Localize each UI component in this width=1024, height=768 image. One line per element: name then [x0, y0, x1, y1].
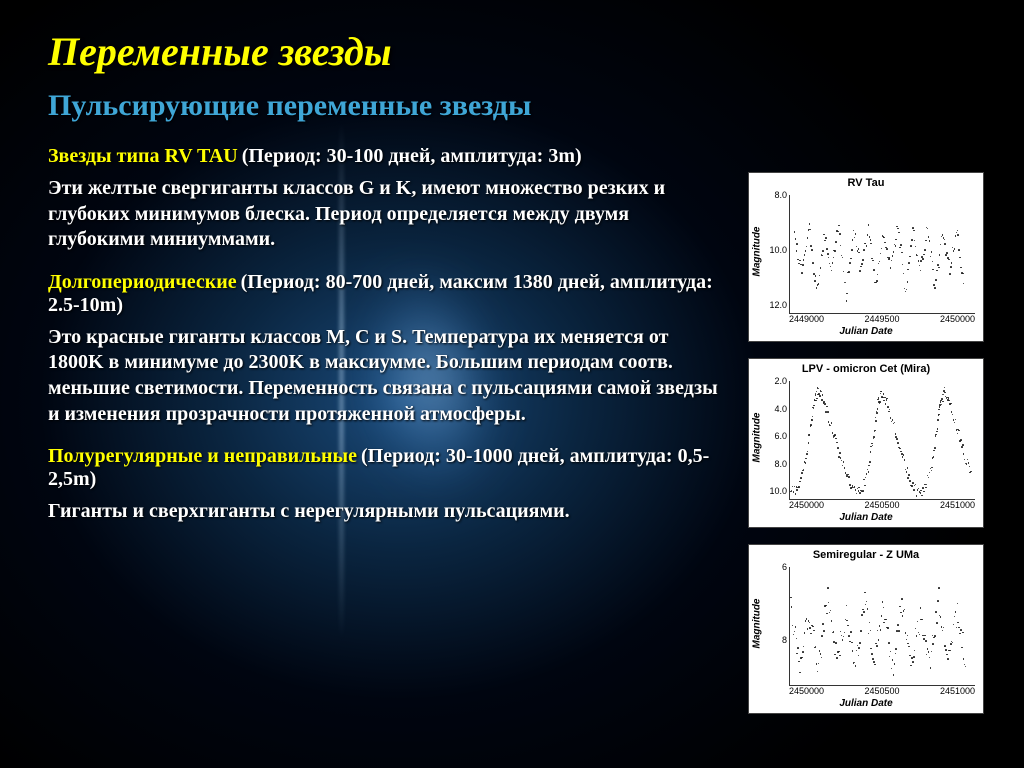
section-rv-tau: Звезды типа RV TAU (Период: 30-100 дней,… — [48, 145, 726, 253]
section-params: (Период: 30-100 дней, амплитуда: 3m) — [242, 145, 582, 167]
chart-ytick: 4.0 — [774, 404, 787, 414]
section-body: Эти желтые свергиганты классов G и K, им… — [48, 176, 726, 253]
chart-ylabel: Magnitude — [752, 599, 763, 649]
chart-ylabel: Magnitude — [752, 413, 763, 463]
chart-xlabel: Julian Date — [749, 512, 983, 527]
slide: Переменные звезды Пульсирующие переменны… — [0, 0, 1024, 768]
chart-xtick: 2450500 — [864, 686, 899, 696]
chart-ytick: 8 — [782, 635, 787, 645]
chart-xtick: 2449000 — [789, 314, 824, 324]
chart-semiregular-zuma: Semiregular - Z UMa Magnitude 6 8 2450000 245… — [748, 544, 984, 714]
chart-xtick: 2450000 — [940, 314, 975, 324]
chart-xtick: 2451000 — [940, 686, 975, 696]
chart-ytick: 8.0 — [774, 190, 787, 200]
chart-ytick: 10.0 — [769, 245, 787, 255]
slide-title: Переменные звезды — [48, 28, 726, 75]
text-column: Переменные звезды Пульсирующие переменны… — [48, 28, 726, 748]
section-heading: Долгопериодические — [48, 271, 237, 293]
chart-ytick: 10.0 — [769, 486, 787, 496]
charts-column: RV Tau Magnitude 8.0 10.0 12.02449000 2449500… — [748, 28, 988, 748]
chart-xtick: 2450000 — [789, 500, 824, 510]
chart-lpv-mira: LPV - omicron Cet (Mira) Magnitude 2.0 4.0 6… — [748, 358, 984, 528]
chart-xlabel: Julian Date — [749, 326, 983, 341]
chart-ytick: 6.0 — [774, 431, 787, 441]
chart-xtick: 2449500 — [864, 314, 899, 324]
chart-title: Semiregular - Z UMa — [749, 545, 983, 561]
section-semiregular: Полурегулярные и неправильные (Период: 3… — [48, 445, 726, 525]
chart-ylabel: Magnitude — [752, 227, 763, 277]
chart-title: RV Tau — [749, 173, 983, 189]
chart-rv-tau: RV Tau Magnitude 8.0 10.0 12.02449000 2449500… — [748, 172, 984, 342]
chart-ytick: 12.0 — [769, 300, 787, 310]
chart-ytick: 6 — [782, 562, 787, 572]
chart-xlabel: Julian Date — [749, 698, 983, 713]
chart-xtick: 2451000 — [940, 500, 975, 510]
section-body: Гиганты и сверхгиганты с нерегулярными п… — [48, 499, 726, 525]
section-heading: Звезды типа RV TAU — [48, 145, 238, 167]
section-heading: Полурегулярные и неправильные — [48, 445, 357, 467]
chart-xtick: 2450500 — [864, 500, 899, 510]
chart-ytick: 2.0 — [774, 376, 787, 386]
slide-subtitle: Пульсирующие переменные звезды — [48, 89, 726, 123]
section-longperiod: Долгопериодические (Период: 80-700 дней,… — [48, 271, 726, 427]
chart-ytick: 8.0 — [774, 459, 787, 469]
chart-xtick: 2450000 — [789, 686, 824, 696]
chart-title: LPV - omicron Cet (Mira) — [749, 359, 983, 375]
section-body: Это красные гиганты классов M, C и S. Те… — [48, 325, 726, 427]
